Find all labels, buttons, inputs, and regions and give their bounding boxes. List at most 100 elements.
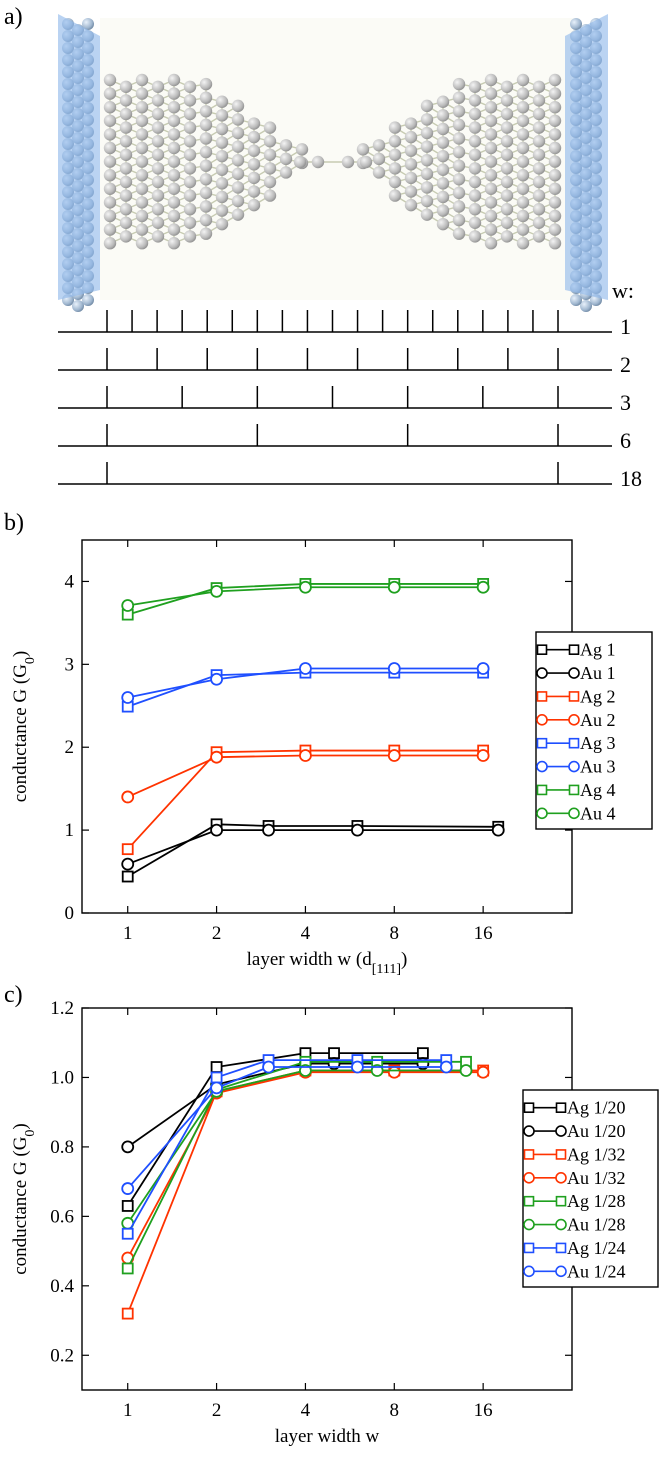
data-point-circle: [121, 790, 135, 804]
atom: [183, 94, 197, 107]
atom: [420, 194, 434, 208]
scale-label-6: 6: [620, 428, 631, 453]
data-point-square: [328, 1047, 340, 1060]
data-point-circle: [121, 1140, 135, 1154]
atom: [404, 117, 418, 130]
data-point-circle: [351, 823, 364, 837]
chain-atom: [293, 155, 307, 169]
atom: [183, 175, 197, 189]
series-line: [126, 1059, 447, 1235]
atom: [167, 209, 181, 223]
atom: [372, 152, 386, 166]
legend-marker: [523, 1242, 535, 1254]
atom: [183, 148, 197, 161]
atom: [167, 196, 181, 209]
series-line: [126, 1069, 484, 1314]
data-point-circle: [299, 662, 312, 675]
atom: [231, 181, 245, 194]
data-point-square: [416, 1047, 429, 1060]
atom: [103, 73, 117, 87]
atom: [135, 73, 149, 87]
data-point-circle: [121, 691, 135, 704]
atom: [135, 101, 149, 114]
legend-marker: [568, 644, 580, 655]
legend-marker: [523, 1172, 535, 1184]
atom: [183, 189, 197, 202]
atom: [500, 107, 514, 121]
atom: [388, 135, 402, 148]
chart-b-ytick-label: 2: [65, 737, 75, 758]
atom: [420, 154, 434, 167]
chart-b-series-au-4: [121, 580, 490, 612]
atom: [452, 213, 466, 227]
electrode-atom: [570, 18, 582, 30]
chart-b-legend-item: Au 3: [536, 757, 616, 777]
chart-c-ytick-label: 0.2: [50, 1345, 74, 1366]
data-point-circle: [476, 1065, 490, 1079]
data-point-circle: [262, 1060, 275, 1074]
series-line: [126, 1069, 467, 1224]
chart-c-legend-item: Ag 1/20: [523, 1098, 626, 1118]
legend-marker: [523, 1265, 535, 1278]
atom: [516, 155, 530, 168]
atom: [279, 139, 293, 152]
data-point-square: [121, 1307, 134, 1320]
atom: [436, 217, 450, 231]
atom: [135, 196, 149, 209]
chart-b-ytick-label: 1: [65, 820, 75, 841]
atom: [135, 237, 149, 250]
data-point-square: [121, 843, 134, 856]
atom: [516, 73, 530, 87]
atom: [199, 227, 213, 240]
scale-row-2: 2: [58, 348, 631, 377]
atom: [119, 189, 133, 202]
atom: [135, 169, 149, 182]
legend-marker: [555, 1102, 567, 1113]
atom: [231, 154, 245, 167]
atom: [420, 181, 434, 194]
data-point-circle: [210, 750, 223, 764]
atom: [247, 185, 261, 198]
atom: [247, 130, 261, 144]
chart-c-series-au-1-32: [121, 1065, 490, 1265]
chart-b-legend-label: Ag 2: [580, 686, 616, 706]
chart-c-legend-box: [522, 1089, 659, 1288]
atom: [183, 203, 197, 216]
chart-b-legend-item: Ag 4: [536, 780, 616, 800]
atom: [151, 175, 165, 189]
legend-marker: [523, 1218, 535, 1231]
atom: [500, 189, 514, 202]
atom: [247, 198, 261, 212]
data-point-circle: [387, 749, 401, 762]
panel-c-label: c): [4, 982, 23, 1008]
atom: [103, 209, 117, 223]
atom: [199, 91, 213, 104]
atom: [183, 230, 197, 243]
scale-label-3: 3: [620, 390, 631, 415]
atom: [532, 121, 546, 134]
atom: [167, 169, 181, 182]
electrode-slab: [58, 14, 100, 300]
data-point-square: [210, 1071, 223, 1084]
atom: [516, 128, 530, 141]
atom: [151, 135, 165, 148]
atom: [484, 141, 498, 155]
atom: [452, 132, 466, 145]
atom: [484, 128, 498, 141]
atom: [215, 190, 229, 204]
atom: [404, 185, 418, 198]
series-line: [127, 749, 484, 850]
data-point-circle: [387, 1065, 401, 1079]
atom: [420, 167, 434, 181]
atom: [372, 139, 386, 152]
atom: [452, 227, 466, 240]
atom: [548, 237, 562, 250]
atom: [151, 121, 165, 134]
atom: [103, 182, 117, 195]
atom: [231, 194, 245, 208]
data-point-square: [210, 1061, 223, 1073]
atom: [279, 166, 293, 179]
chart-b-series-au-2: [121, 749, 490, 804]
chain-atom: [341, 155, 355, 169]
